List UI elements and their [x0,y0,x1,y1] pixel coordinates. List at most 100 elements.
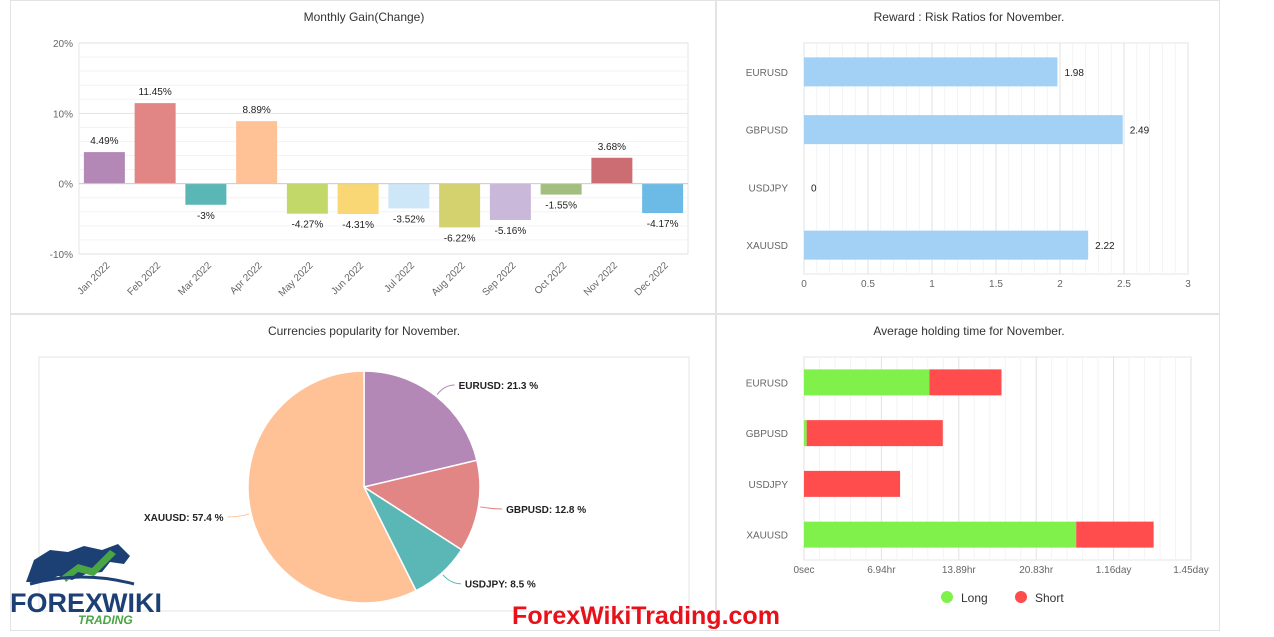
currencies-popularity-chart: Currencies popularity for November. EURU… [38,324,690,612]
pie-connector [480,506,503,510]
y-tick-label: -10% [50,250,73,261]
data-label: 1.98 [1064,68,1084,79]
x-tick-label: Sep 2022 [480,260,518,298]
bar-short-gbpusd [806,420,943,447]
x-tick-label: Nov 2022 [582,260,620,298]
reward-risk-chart: Reward : Risk Ratios for November. 0 0.5 1… [746,10,1191,290]
data-label: 8.89% [242,105,270,116]
pie-label: XAUUSD: 57.4 % [144,513,224,524]
x-tick-label: 0sec [793,565,814,576]
x-tick-label: 13.89hr [942,565,977,576]
legend-marker-short [1015,591,1027,603]
x-tick-label: 2.5 [1117,279,1131,290]
pie-slice-xauusd [247,370,418,604]
bar-long-eurusd [804,369,930,396]
bar-jun-2022 [337,183,379,214]
data-label: 3.68% [598,142,626,153]
bar-oct-2022 [540,183,582,195]
data-label: -4.17% [647,219,679,230]
pie-label: GBPUSD: 12.8 % [506,505,586,516]
logo-word-forex: FOREX [10,588,103,618]
bar-eurusd [804,57,1058,87]
bar-long-gbpusd [804,420,807,447]
watermark: ForexWikiTrading.com [512,602,780,630]
bar-apr-2022 [236,121,278,184]
holding-time-title: Average holding time for November. [873,324,1064,338]
y-tick-label: XAUUSD [746,241,788,252]
pie-label: EURUSD: 21.3 % [459,381,539,392]
x-tick-label: 0.5 [861,279,875,290]
x-tick-label: 2 [1057,279,1063,290]
logo-word-wiki: WIKI [102,588,162,618]
holding-time-chart: Average holding time for November. 0sec 6… [746,324,1209,605]
y-tick-label: USDJPY [749,183,789,194]
bar-dec-2022 [642,183,684,213]
bar-sep-2022 [489,183,531,220]
data-label: 11.45% [139,87,172,98]
reward-risk-panel: Reward : Risk Ratios for November. 0 0.5 1… [716,0,1220,314]
y-tick-label: GBPUSD [746,126,788,137]
bar-xauusd [804,230,1089,260]
data-label: -4.31% [342,220,374,231]
bar-jan-2022 [83,152,125,184]
x-tick-label: Apr 2022 [228,260,265,297]
legend-label-long: Long [961,591,988,605]
bar-long-xauusd [804,521,1077,548]
x-tick-label: Aug 2022 [430,260,468,298]
bar-may-2022 [286,183,328,214]
data-label: 2.22 [1095,241,1115,252]
currencies-popularity-panel: Currencies popularity for November. EURU… [10,314,716,631]
legend-label-short: Short [1035,591,1064,605]
data-label: -4.27% [292,220,324,231]
bar-short-eurusd [929,369,1002,396]
pie-connector [442,574,461,585]
watermark-text: ForexWikiTrading.com [512,602,780,630]
y-tick-label: XAUUSD [746,531,788,542]
legend-marker-long [941,591,953,603]
y-tick-label: 10% [53,109,73,120]
plot-area [78,42,689,255]
data-label: -1.55% [545,201,577,212]
data-label: -3% [197,211,215,222]
bar-feb-2022 [134,103,176,184]
x-tick-label: 0 [801,279,807,290]
y-tick-label: EURUSD [746,68,788,79]
x-tick-label: 3 [1185,279,1191,290]
x-tick-label: Jul 2022 [382,260,417,295]
x-tick-label: 1.16day [1096,565,1132,576]
bar-mar-2022 [185,183,227,205]
bar-short-usdjpy [804,470,901,497]
pie-slice-eurusd [363,370,478,488]
x-tick-label: 20.83hr [1019,565,1054,576]
x-tick-label: Dec 2022 [633,260,671,298]
x-tick-label: Feb 2022 [126,260,164,298]
x-tick-label: Mar 2022 [176,260,214,298]
bull-bear-icon [26,544,135,586]
x-tick-label: Jun 2022 [329,260,366,297]
pie-connector [436,384,455,395]
y-tick-label: 20% [53,39,73,50]
y-tick-label: EURUSD [746,378,788,389]
y-tick-label: 0% [59,180,74,191]
pie-label: USDJPY: 8.5 % [465,580,536,591]
x-tick-label: 1.45day [1173,565,1209,576]
forexwiki-logo: FOREX WIKI TRADING [10,544,162,627]
pie-connector [227,513,250,518]
x-tick-label: 6.94hr [867,565,896,576]
bar-nov-2022 [591,157,633,184]
x-tick-label: Oct 2022 [533,260,570,297]
pie-slice-gbpusd [362,459,481,551]
data-label: -3.52% [393,214,425,225]
bar-jul-2022 [388,183,430,209]
currencies-popularity-title: Currencies popularity for November. [268,324,460,338]
bar-short-xauusd [1076,521,1154,548]
y-tick-label: GBPUSD [746,429,788,440]
x-tick-label: May 2022 [277,260,316,299]
holding-time-panel: Average holding time for November. 0sec 6… [716,314,1220,631]
data-label: -5.16% [495,226,527,237]
data-label: -6.22% [444,233,476,244]
monthly-gain-chart: Monthly Gain(Change) -10% 0% 10% 20% 4.49% Ja… [50,10,689,299]
x-tick-label: Jan 2022 [76,260,113,297]
y-tick-label: USDJPY [749,480,789,491]
data-label: 0 [811,183,817,194]
